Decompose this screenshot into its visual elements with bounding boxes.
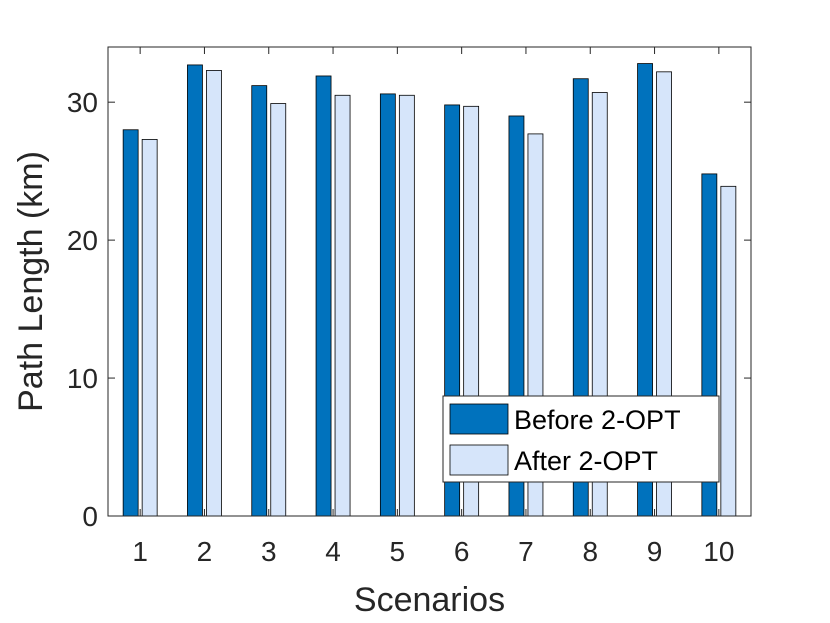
x-tick-label: 4	[325, 536, 341, 567]
y-tick-label: 20	[67, 225, 98, 256]
bars-group	[122, 63, 737, 517]
bar-series-2-cat-5	[398, 94, 415, 517]
legend-swatch	[449, 403, 509, 435]
bar-series-2-cat-3	[270, 103, 287, 517]
x-tick-label: 5	[390, 536, 406, 567]
bar-series-1-cat-2	[187, 64, 203, 517]
x-tick-label: 7	[518, 536, 534, 567]
x-tick-label: 10	[703, 536, 734, 567]
legend-label: After 2-OPT	[514, 446, 658, 476]
x-tick-label: 8	[582, 536, 598, 567]
axes-group	[107, 46, 752, 517]
x-tick-label: 1	[132, 536, 148, 567]
axes-box	[107, 46, 752, 517]
ticks-group: 0 10 20 30 1 2 3 4 5 6 7 8 9 10	[67, 47, 751, 567]
bar-series-2-cat-2	[206, 70, 222, 517]
x-tick-label: 2	[197, 536, 213, 567]
x-tick-label: 9	[647, 536, 663, 567]
x-tick-label: 3	[261, 536, 277, 567]
bar-series-1-cat-3	[251, 85, 268, 517]
y-tick-label: 30	[67, 87, 98, 118]
y-tick-label: 10	[67, 363, 98, 394]
bar-series-2-cat-1	[141, 139, 158, 517]
y-tick-label: 0	[82, 501, 98, 532]
legend: Before 2-OPT After 2-OPT	[442, 395, 720, 483]
bar-series-1-cat-5	[379, 93, 396, 517]
y-axis-label: Path Length (km)	[12, 151, 50, 412]
bar-series-2-cat-10	[720, 185, 737, 517]
bar-series-2-cat-4	[334, 94, 351, 517]
legend-label: Before 2-OPT	[514, 405, 681, 435]
bar-series-1-cat-4	[315, 75, 332, 517]
bar-series-1-cat-1	[122, 129, 139, 517]
x-axis-label: Scenarios	[354, 581, 505, 619]
x-tick-label: 6	[454, 536, 470, 567]
legend-swatch	[449, 444, 509, 476]
